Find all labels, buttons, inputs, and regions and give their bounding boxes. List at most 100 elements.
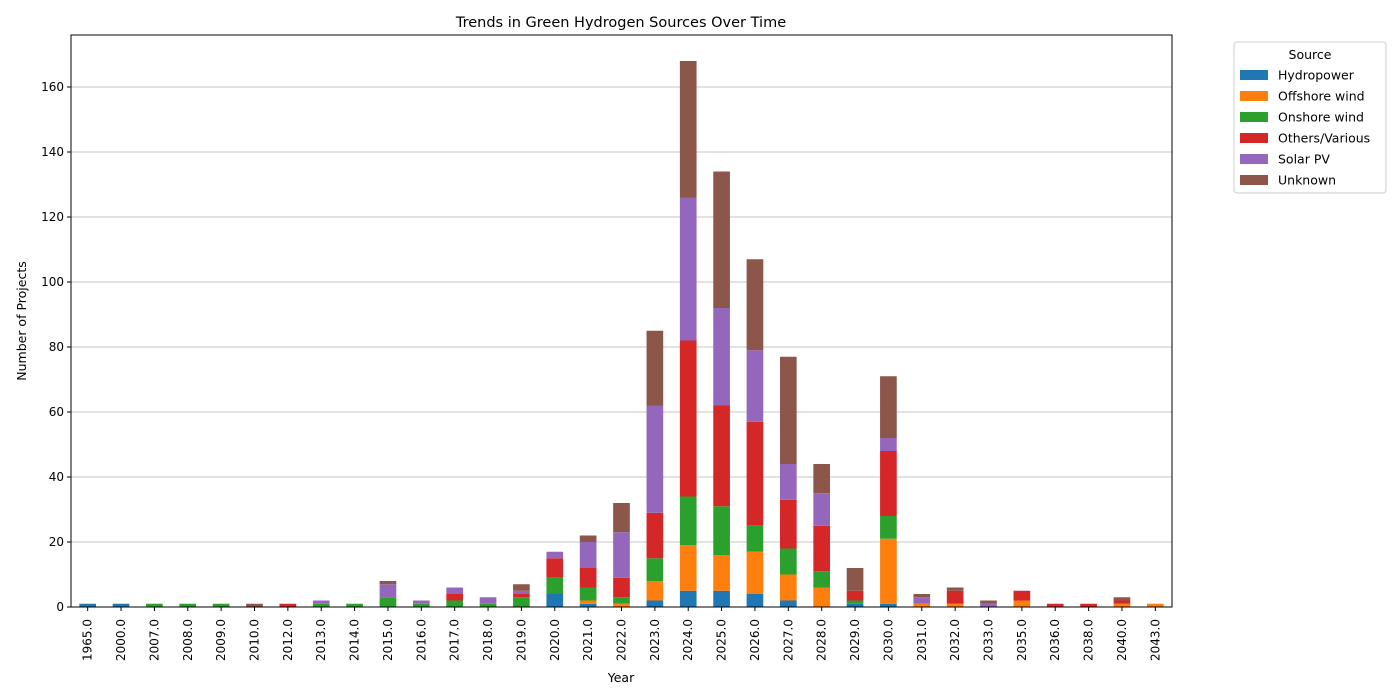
x-tick-label: 2036.0 [1048,619,1062,661]
legend-swatch [1240,91,1268,101]
y-axis-label: Number of Projects [14,261,29,381]
bar-segment [379,584,397,598]
bar-segment [813,493,831,526]
legend: Source Hydropower Offshore wind Onshore win… [1233,41,1387,194]
bar-segment [312,603,330,607]
bar-segment [179,603,197,607]
bar-segment [880,603,897,607]
bar-segment [846,600,864,604]
x-tick-label: 1965.0 [81,619,95,661]
bar-segment [813,571,831,588]
bar-segment [813,464,831,494]
bar-segment [646,558,664,581]
bar-segment [746,594,764,607]
x-tick-label: 2009.0 [214,619,228,661]
bar-segment [713,171,730,308]
bar-segment [846,603,864,607]
legend-swatch [1240,175,1268,185]
x-tick-label: 2019.0 [514,619,528,661]
bar-segment [1113,603,1131,607]
bars-group [79,61,1164,607]
bar-segment [1046,603,1064,607]
legend-label: Unknown [1278,173,1336,188]
bar-segment [446,594,464,601]
bar-segment [1146,603,1164,607]
bar-segment [846,568,864,591]
bar-segment [779,356,797,464]
bar-segment [246,603,263,607]
bar-segment [679,590,697,607]
x-tick-label: 2027.0 [781,619,795,661]
bar-segment [746,421,764,526]
x-tick-label: 2028.0 [815,619,829,661]
bar-segment [779,600,797,607]
bar-segment [446,587,464,594]
bar-segment [913,597,931,604]
x-tick-label: 2029.0 [848,619,862,661]
legend-box [1233,41,1387,194]
bar-segment [579,535,597,542]
bar-segment [946,587,964,591]
bar-segment [913,603,931,607]
bar-segment [946,590,964,604]
chart-title: Trends in Green Hydrogen Sources Over Ti… [455,15,786,31]
legend-swatch [1240,133,1268,143]
bar-segment [846,590,864,601]
bar-segment [312,600,330,604]
bar-segment [579,542,597,568]
y-tick-label: 20 [49,535,64,549]
bar-segment [613,503,630,533]
bar-segment [1013,600,1031,607]
x-tick-label: 2010.0 [248,619,262,661]
x-tick-label: 2000.0 [114,619,128,661]
bar-segment [412,600,430,604]
x-tick-label: 2015.0 [381,619,395,661]
y-tick-label: 160 [41,80,64,94]
x-tick-label: 2014.0 [348,619,362,661]
x-tick-label: 2043.0 [1148,619,1162,661]
bar-segment [79,603,97,607]
bar-segment [646,600,664,607]
x-tick-label: 2025.0 [715,619,729,661]
x-tick-label: 2007.0 [147,619,161,661]
bar-segment [546,577,564,594]
x-tick-label: 2032.0 [948,619,962,661]
bar-segment [513,594,530,598]
bar-segment [212,603,230,607]
bar-segment [1113,597,1131,601]
bar-segment [613,577,630,598]
bar-segment [813,587,831,607]
x-tick-label: 2012.0 [281,619,295,661]
legend-label: Solar PV [1278,152,1330,167]
bar-segment [746,350,764,422]
bar-segment [279,603,297,607]
bar-segment [579,587,597,601]
legend-label: Onshore wind [1278,110,1364,125]
bar-segment [112,603,130,607]
bar-segment [546,558,564,578]
bar-segment [779,548,797,575]
bar-segment [713,555,730,591]
bar-segment [513,590,530,594]
bar-segment [379,581,397,585]
bar-segment [379,597,397,607]
bar-segment [1080,603,1097,607]
bar-segment [813,525,831,572]
grid-lines [71,86,1172,608]
bar-segment [679,496,697,546]
bar-segment [613,603,630,607]
legend-label: Hydropower [1278,68,1355,83]
x-tick-label: 2023.0 [648,619,662,661]
x-tick-label: 2026.0 [748,619,762,661]
x-tick-label: 2018.0 [481,619,495,661]
bar-segment [446,600,464,607]
x-tick-label: 2008.0 [181,619,195,661]
bar-segment [679,545,697,591]
bar-segment [1013,590,1031,601]
bar-segment [513,597,530,607]
bar-segment [579,568,597,588]
legend-swatch [1240,112,1268,122]
bar-segment [646,405,664,513]
bar-segment [346,603,363,607]
